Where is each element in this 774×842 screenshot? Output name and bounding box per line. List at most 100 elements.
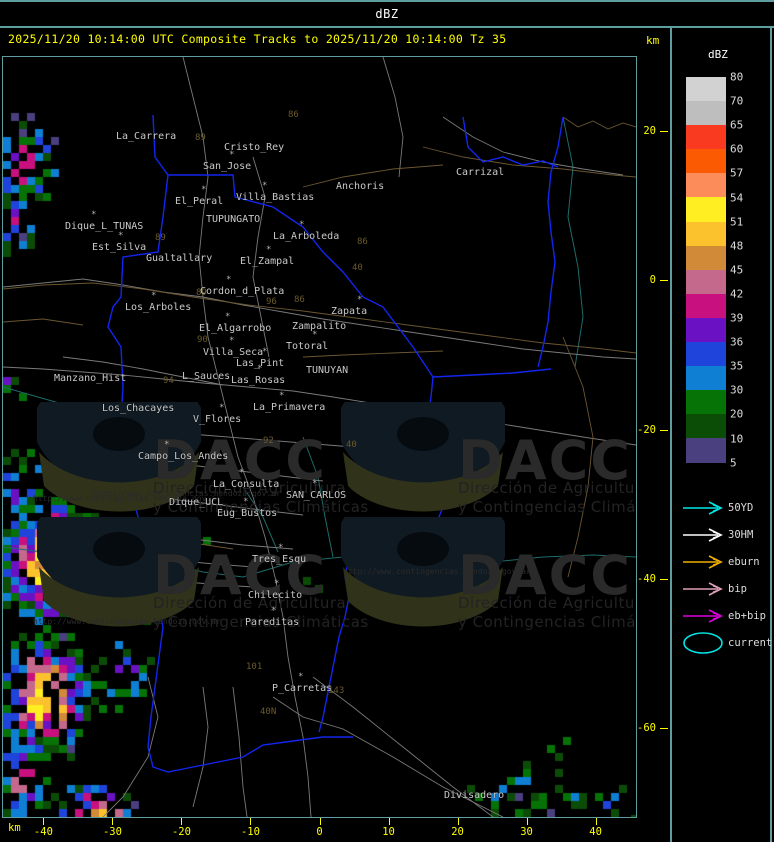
place-label: El_Peral — [175, 196, 224, 207]
place-marker: * — [312, 479, 318, 489]
radar-map-panel[interactable]: DACC Dirección de Agricultura y Continge… — [2, 56, 637, 818]
legend-label: 50YD — [728, 502, 754, 514]
legend-row: 50YD — [680, 495, 772, 522]
road-number-label: 86 — [294, 295, 305, 305]
secondary-road-lines — [3, 116, 636, 578]
dbz-color-swatch[interactable] — [686, 269, 726, 294]
track-arrow-icon — [683, 609, 723, 623]
dbz-color-swatch[interactable] — [686, 414, 726, 439]
road-number-label: 86 — [357, 237, 368, 247]
dbz-scale-value: 51 — [730, 215, 744, 229]
x-axis-tick-label: -20 — [171, 826, 191, 838]
dbz-color-swatch[interactable] — [686, 125, 726, 150]
place-label: Gualtallary — [146, 253, 213, 264]
dbz-color-swatch[interactable] — [686, 438, 726, 463]
place-marker: * — [262, 347, 268, 357]
window-title: dBZ — [375, 7, 399, 21]
dbz-scale-value: 42 — [730, 287, 744, 301]
dbz-color-swatch[interactable] — [686, 101, 726, 126]
y-axis-tick — [660, 130, 668, 132]
legend-row: eb+bip — [680, 603, 772, 630]
place-label: Villa_Bastias — [236, 192, 315, 203]
dbz-scale-value: 70 — [730, 94, 744, 108]
dbz-color-swatch[interactable] — [686, 293, 726, 318]
place-marker: * — [279, 391, 285, 401]
place-label: Los_Arboles — [125, 302, 192, 313]
place-label: Dique_L_TUNAS — [65, 221, 144, 232]
panel-divider-right — [770, 28, 772, 842]
road-number-label: 101 — [246, 662, 263, 672]
x-axis-tick-label: 30 — [520, 826, 533, 838]
dbz-color-swatch[interactable] — [686, 366, 726, 391]
place-marker: * — [257, 364, 263, 374]
dbz-color-swatch[interactable] — [686, 197, 726, 222]
place-label: Est_Silva — [92, 242, 147, 253]
place-label: La_Arboleda — [273, 231, 340, 242]
dbz-scale-value: 48 — [730, 239, 744, 253]
dbz-color-swatch[interactable] — [686, 221, 726, 246]
dbz-color-swatch[interactable] — [686, 77, 726, 102]
track-symbol-legend: 50YD 30HM eburn bip — [680, 495, 772, 657]
track-arrow-icon — [683, 501, 723, 515]
place-marker: * — [91, 210, 97, 220]
dbz-color-swatch[interactable] — [686, 390, 726, 415]
x-axis-tick — [457, 818, 459, 825]
place-marker: * — [274, 579, 280, 589]
legend-label: bip — [728, 583, 747, 595]
place-marker: * — [312, 330, 318, 340]
road-number-label: 96 — [266, 297, 277, 307]
place-marker: * — [243, 497, 249, 507]
x-axis-tick — [388, 818, 390, 825]
road-number-label: 94 — [163, 376, 174, 386]
place-label: Chilecito — [248, 590, 303, 601]
track-arrow-icon — [683, 528, 723, 542]
road-number-label: 89 — [155, 233, 166, 243]
x-axis-unit-label: km — [8, 822, 21, 834]
y-axis-tick — [660, 429, 668, 431]
dbz-color-swatch[interactable] — [686, 173, 726, 198]
road-lines — [3, 57, 636, 817]
x-axis-tick-label: 0 — [316, 826, 323, 838]
y-axis-tick-label: -20 — [637, 423, 656, 436]
place-label: Villa_Seca — [203, 347, 264, 358]
dbz-color-swatch[interactable] — [686, 149, 726, 174]
x-axis-tick — [112, 818, 114, 825]
place-label: La_Primavera — [253, 402, 326, 413]
x-axis-tick — [43, 818, 45, 825]
place-label: Anchoris — [336, 181, 385, 192]
legend-row: eburn — [680, 549, 772, 576]
place-label: La_Consulta — [213, 479, 280, 490]
department-boundary-lines — [107, 114, 564, 773]
x-axis-tick — [181, 818, 183, 825]
place-label: Dique_UCL — [169, 497, 224, 508]
place-label: Manzano_Hist — [54, 373, 127, 384]
place-marker: * — [299, 220, 305, 230]
place-label: Eug_Bustos — [217, 508, 278, 519]
dbz-color-swatch[interactable] — [686, 317, 726, 343]
place-marker: * — [225, 312, 231, 322]
place-label: Zapata — [331, 306, 368, 317]
place-marker: * — [278, 543, 284, 553]
place-label: Carrizal — [456, 167, 505, 178]
dbz-scale-value: 35 — [730, 359, 744, 373]
x-axis-tick-label: 20 — [451, 826, 464, 838]
y-axis-tick-label: -40 — [637, 572, 656, 585]
road-number-label: 86 — [288, 110, 299, 120]
current-ellipse-icon — [683, 632, 723, 654]
place-marker: * — [262, 181, 268, 191]
color-scale-title: dBZ — [708, 48, 728, 61]
map-vector-layer — [3, 57, 636, 817]
dbz-color-swatch[interactable] — [686, 245, 726, 270]
place-marker: * — [219, 403, 225, 413]
road-number-label: 40N — [260, 707, 277, 717]
place-marker: * — [266, 245, 272, 255]
dbz-scale-value: 65 — [730, 118, 744, 132]
place-label: El_Zampal — [240, 256, 295, 267]
place-marker: * — [229, 150, 235, 160]
y-axis-tick-label: -60 — [637, 722, 656, 735]
dbz-scale-value: 57 — [730, 166, 744, 180]
road-number-label: 40 — [346, 440, 357, 450]
road-number-label: 143 — [328, 686, 345, 696]
dbz-color-scale-bar[interactable] — [686, 77, 726, 463]
dbz-color-swatch[interactable] — [686, 342, 726, 367]
